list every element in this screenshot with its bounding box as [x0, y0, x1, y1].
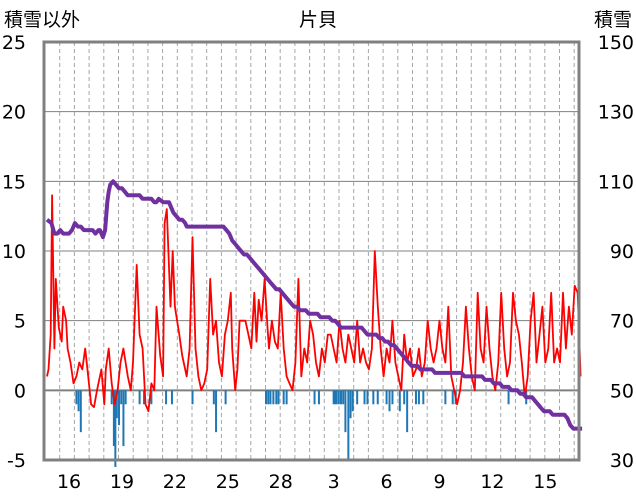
precipitation-bar — [406, 390, 409, 433]
precipitation-bar — [376, 390, 379, 405]
precipitation-bar — [313, 390, 316, 405]
x-tick-label: 15 — [533, 471, 557, 493]
right-tick-label: 150 — [598, 32, 634, 54]
precipitation-bar — [507, 390, 510, 405]
precipitation-bar — [349, 390, 352, 419]
precipitation-bar — [191, 390, 194, 405]
x-tick-label: 9 — [433, 471, 445, 493]
precipitation-bar — [334, 390, 337, 405]
precipitation-bar — [403, 390, 406, 405]
right-axis-label: 積雪 — [594, 9, 632, 31]
precipitation-bar — [340, 390, 342, 405]
precipitation-bar — [277, 390, 280, 405]
right-tick-label: 30 — [610, 450, 634, 472]
precipitation-bar — [342, 390, 345, 405]
precipitation-bar — [417, 390, 420, 405]
series-lines — [45, 179, 583, 431]
x-tick-label: 19 — [110, 471, 134, 493]
left-tick-label: 5 — [14, 311, 26, 333]
precipitation-bar — [414, 390, 417, 405]
left-tick-label: 15 — [2, 171, 26, 193]
precipitation-bar — [138, 390, 141, 405]
precipitation-bar — [275, 390, 278, 405]
precipitation-bar — [118, 390, 121, 426]
precipitation-bar — [115, 390, 118, 419]
precipitation-bar — [317, 390, 320, 405]
precipitation-bar — [215, 390, 218, 433]
precipitation-bar — [356, 390, 359, 405]
precipitation-bar — [150, 390, 153, 405]
x-tick-label: 6 — [381, 471, 393, 493]
precipitation-bar — [124, 390, 127, 405]
precipitation-bar — [265, 390, 268, 405]
precipitation-bar — [444, 390, 447, 405]
temperature-line — [46, 194, 582, 413]
precipitation-bars — [75, 390, 528, 467]
precipitation-bar — [110, 390, 113, 405]
right-tick-label: 110 — [598, 171, 634, 193]
precipitation-bar — [398, 390, 401, 412]
precipitation-bar — [372, 390, 375, 405]
precipitation-bar — [75, 390, 78, 405]
x-axis-ticks: 16 19 22 25 28 3 6 9 12 15 — [57, 471, 557, 493]
left-tick-label: 20 — [2, 102, 26, 124]
left-tick-label: -5 — [7, 450, 26, 472]
precipitation-bar — [332, 390, 335, 405]
right-tick-label: 90 — [610, 241, 634, 263]
left-tick-label: 0 — [14, 380, 26, 402]
precipitation-bar — [344, 390, 347, 433]
right-tick-label: 70 — [610, 311, 634, 333]
x-tick-label: 25 — [216, 471, 240, 493]
precipitation-bar — [335, 390, 338, 405]
precipitation-bar — [337, 390, 340, 405]
precipitation-bar — [363, 390, 366, 405]
precipitation-bar — [122, 390, 125, 447]
precipitation-bar — [112, 390, 115, 447]
right-axis-ticks: 150 130 110 90 70 50 30 — [598, 32, 634, 472]
precipitation-bar — [272, 390, 275, 405]
left-tick-label: 10 — [2, 241, 26, 263]
x-tick-label: 16 — [57, 471, 81, 493]
x-tick-label: 28 — [269, 471, 293, 493]
precipitation-bar — [351, 390, 354, 412]
precipitation-bar — [451, 390, 454, 405]
precipitation-bar — [282, 390, 285, 405]
chart-title: 片貝 — [299, 9, 337, 31]
precipitation-bar — [422, 390, 425, 405]
precipitation-bar — [120, 390, 123, 405]
right-tick-label: 130 — [598, 102, 634, 124]
precipitation-bar — [269, 390, 272, 405]
grid-lines — [44, 42, 579, 460]
precipitation-bar — [79, 390, 82, 433]
precipitation-bar — [114, 390, 117, 467]
precipitation-bar — [391, 390, 394, 405]
precipitation-bar — [267, 390, 270, 405]
snow-depth-line — [45, 179, 583, 431]
precipitation-bar — [385, 390, 388, 405]
precipitation-bar — [170, 390, 173, 405]
precipitation-bar — [388, 390, 391, 412]
x-tick-label: 22 — [163, 471, 187, 493]
precipitation-bar — [366, 390, 369, 405]
x-tick-label: 12 — [480, 471, 504, 493]
plot-frame — [42, 40, 581, 462]
precipitation-bar — [224, 390, 227, 405]
precipitation-bar — [143, 390, 146, 405]
precipitation-bar — [347, 390, 350, 460]
precipitation-bar — [212, 390, 215, 405]
right-tick-label: 50 — [610, 380, 634, 402]
x-tick-label: 3 — [328, 471, 340, 493]
precipitation-bar — [285, 390, 288, 405]
left-axis-label: 積雪以外 — [4, 9, 80, 31]
precipitation-bar — [77, 390, 80, 412]
left-tick-label: 25 — [2, 32, 26, 54]
precipitation-bar — [165, 390, 168, 405]
left-axis-ticks: 25 20 15 10 5 0 -5 — [2, 32, 26, 472]
